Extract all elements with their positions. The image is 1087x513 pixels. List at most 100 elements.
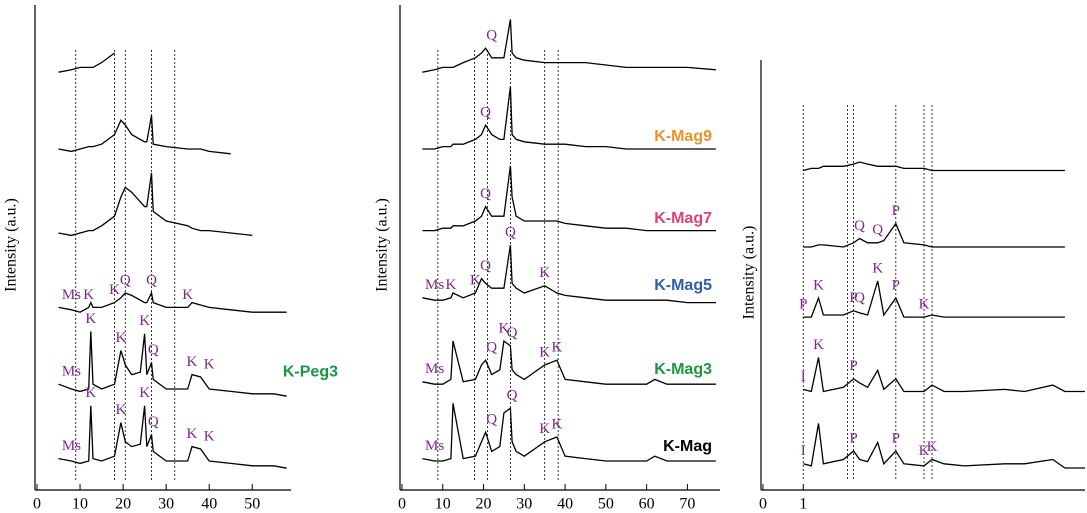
peak-label: K (919, 443, 930, 459)
peak-label: Ms (425, 277, 444, 293)
peak-label: P (892, 277, 900, 293)
xrd-trace (803, 423, 1085, 469)
peak-label: K (182, 287, 193, 303)
peak-label: P (799, 297, 807, 313)
peak-label: P (849, 290, 857, 306)
peak-label: K (539, 344, 550, 360)
peak-label: Ms (425, 361, 444, 377)
peak-label: Q (480, 186, 491, 202)
x-tick-label: 20 (115, 496, 131, 513)
x-tick-label: 0 (33, 496, 41, 513)
xrd-trace (422, 86, 716, 150)
peak-label: K (446, 277, 457, 293)
series-label: K-Mag (663, 438, 712, 455)
xrd-trace (58, 405, 287, 469)
xrd-trace (58, 331, 287, 397)
peak-label: Ms (425, 438, 444, 454)
peak-label: Q (148, 342, 159, 358)
peak-label: K (83, 287, 94, 303)
peak-label: Q (120, 272, 131, 288)
y-axis-label: Intensity (a.u.) (741, 226, 758, 320)
series-label: K-Mag9 (654, 128, 712, 145)
peak-label: Ms (62, 287, 81, 303)
xrd-trace (422, 165, 716, 232)
peak-label: K (139, 313, 150, 329)
peak-label: Q (480, 258, 491, 274)
x-tick-label: 30 (516, 496, 532, 513)
peak-label: K (539, 265, 550, 281)
peak-label: K (204, 356, 215, 372)
peak-label: Q (854, 290, 865, 306)
peak-label: K (539, 421, 550, 437)
peak-label: Q (486, 340, 497, 356)
peak-label: P (892, 203, 900, 219)
peak-label: K (204, 428, 215, 444)
xrd-trace (58, 172, 253, 237)
peak-label: K (116, 402, 127, 418)
xrd-trace (422, 339, 716, 385)
series-label: K-Mag5 (654, 277, 712, 294)
x-tick-label: 70 (679, 496, 695, 513)
x-tick-label: 20 (476, 496, 492, 513)
peak-label: I (801, 443, 806, 459)
peak-label: K (85, 311, 96, 327)
peak-label: K (470, 272, 481, 288)
xrd-trace (803, 222, 1065, 248)
peak-label: Q (505, 224, 516, 240)
x-tick-label: 40 (201, 496, 217, 513)
x-tick-label: 60 (639, 496, 655, 513)
x-tick-label: 50 (244, 496, 260, 513)
peak-label: K (139, 385, 150, 401)
x-tick-label: 50 (598, 496, 614, 513)
peak-label: K (187, 426, 198, 442)
peak-label: K (187, 354, 198, 370)
peak-label: Q (507, 325, 518, 341)
x-tick-label: 1 (799, 496, 807, 513)
peak-label: K (872, 260, 883, 276)
xrd-trace (58, 52, 115, 73)
peak-label: K (813, 277, 824, 293)
x-tick-label: 30 (158, 496, 174, 513)
series-label: K-Mag3 (654, 361, 712, 378)
series-label: K-Mag7 (654, 210, 712, 227)
xrd-trace (803, 357, 1085, 393)
x-tick-label: 10 (72, 496, 88, 513)
xrd-trace (422, 244, 716, 304)
xrd-trace (803, 280, 1065, 318)
series-label: K-Peg3 (283, 363, 338, 380)
peak-label: Q (486, 412, 497, 428)
peak-label: K (85, 385, 96, 401)
peak-label: K (552, 416, 563, 432)
peak-label: P (892, 430, 900, 446)
x-tick-label: 40 (557, 496, 573, 513)
peak-label: Q (146, 272, 157, 288)
peak-label: K (919, 297, 930, 313)
peak-label: I (801, 369, 806, 385)
peak-label: Q (854, 218, 865, 234)
peak-label: Q (148, 414, 159, 430)
peak-label: K (813, 337, 824, 353)
peak-label: Ms (62, 438, 81, 454)
peak-label: K (116, 330, 127, 346)
peak-label: K (109, 282, 120, 298)
y-axis-label: Intensity (a.u.) (374, 198, 391, 292)
x-tick-label: 0 (398, 496, 406, 513)
xrd-trace (58, 290, 287, 313)
x-tick-label: 0 (759, 496, 767, 513)
peak-label: Q (480, 104, 491, 120)
peak-label: K (499, 320, 510, 336)
peak-label: K (927, 439, 938, 455)
peak-label: P (849, 430, 857, 446)
peak-label: K (552, 340, 563, 356)
peak-label: P (849, 358, 857, 374)
xrd-trace (58, 115, 231, 155)
y-axis-label: Intensity (a.u.) (3, 198, 20, 292)
x-tick-label: 10 (435, 496, 451, 513)
peak-label: Q (486, 28, 497, 44)
xrd-trace (803, 161, 1065, 172)
xrd-trace (422, 19, 716, 73)
xrd-trace (422, 403, 716, 462)
peak-label: Q (872, 222, 883, 238)
peak-label: Ms (62, 364, 81, 380)
